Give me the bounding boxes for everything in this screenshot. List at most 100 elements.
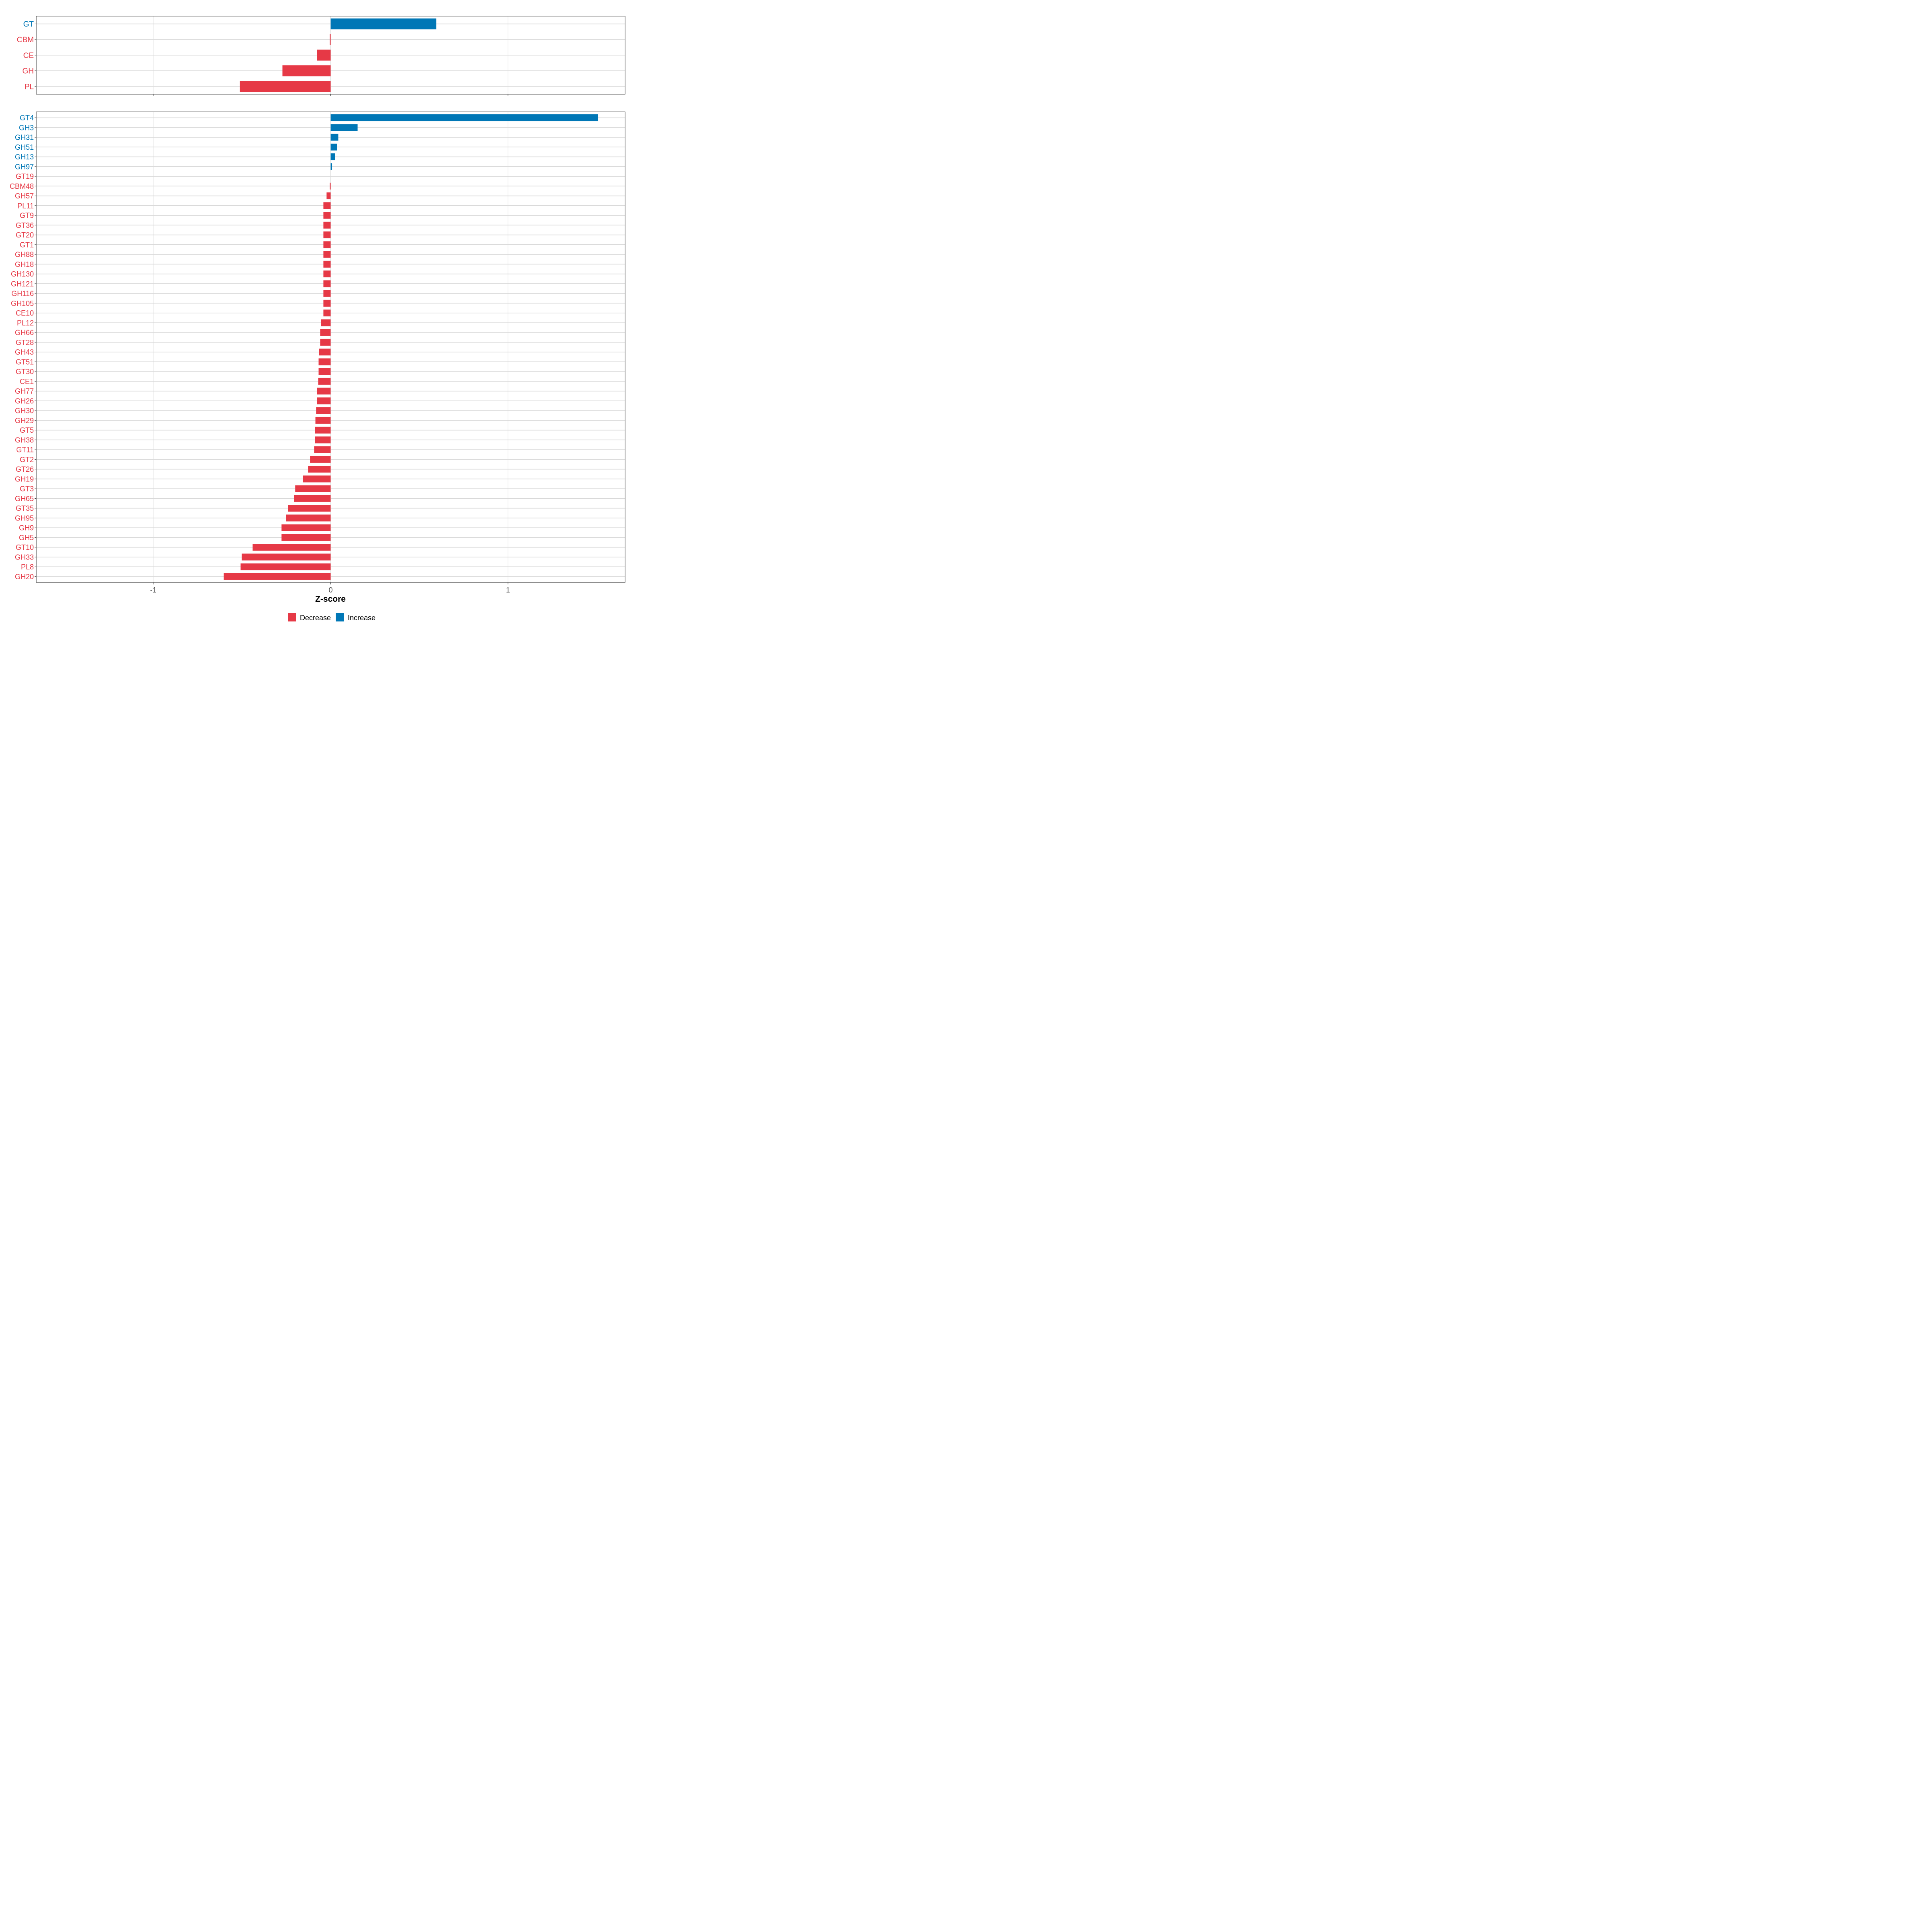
bar-gh38 — [315, 436, 331, 444]
y-tick-label: PL8 — [21, 563, 34, 571]
bar-gt28 — [320, 339, 331, 346]
legend-swatch-decrease — [288, 613, 296, 621]
y-tick-label: GH105 — [11, 299, 34, 308]
bar-gh105 — [323, 299, 331, 307]
bar-gt9 — [323, 212, 331, 219]
y-tick-label: GH65 — [15, 495, 34, 503]
bar-gh121 — [323, 280, 331, 287]
bar-gt — [330, 18, 437, 29]
bar-pl — [239, 81, 331, 92]
y-tick-label: GH77 — [15, 387, 34, 395]
bar-gh13 — [330, 153, 335, 161]
bar-gt51 — [318, 358, 331, 365]
y-tick-label: GT — [23, 20, 34, 29]
y-tick-label: GT2 — [20, 456, 34, 464]
legend-label-increase: Increase — [348, 614, 376, 622]
y-tick-label: GH — [23, 67, 34, 76]
bar-gt5 — [315, 427, 331, 434]
y-tick-label: GH66 — [15, 329, 34, 337]
y-tick-label: PL11 — [17, 202, 34, 210]
y-tick-label: GH29 — [15, 417, 34, 425]
y-tick-label: GH95 — [15, 514, 34, 522]
x-tick-label: -1 — [150, 586, 157, 594]
y-tick-label: GT10 — [16, 543, 34, 551]
bar-gh18 — [323, 260, 331, 268]
y-tick-label: GH38 — [15, 436, 34, 444]
bar-gt10 — [252, 544, 331, 551]
y-tick-label: GH30 — [15, 407, 34, 415]
y-tick-label: GT30 — [16, 368, 34, 376]
y-tick-label: GH19 — [15, 475, 34, 483]
bar-gh130 — [323, 270, 331, 278]
y-tick-label: GH43 — [15, 348, 34, 356]
bar-gh43 — [319, 349, 331, 356]
y-tick-label: CBM48 — [10, 182, 34, 190]
x-tick-label: 1 — [506, 586, 510, 594]
bar-gt20 — [323, 231, 331, 239]
y-tick-label: GH18 — [15, 260, 34, 268]
bar-gh116 — [323, 290, 331, 297]
x-tick-label: 0 — [328, 586, 332, 594]
y-tick-label: CE — [23, 52, 34, 60]
bar-pl12 — [321, 319, 331, 326]
y-tick-label: CE1 — [20, 378, 34, 386]
y-tick-label: GT20 — [16, 231, 34, 239]
bar-gh65 — [294, 495, 331, 502]
bar-gh95 — [286, 514, 331, 522]
y-tick-label: GT19 — [16, 173, 34, 181]
legend-label-decrease: Decrease — [300, 614, 331, 622]
y-tick-label: GH88 — [15, 251, 34, 259]
bar-gh51 — [330, 143, 337, 151]
y-tick-label: GH26 — [15, 397, 34, 405]
bar-gh33 — [242, 553, 331, 561]
y-tick-label: GH130 — [11, 270, 34, 278]
y-tick-label: GT51 — [16, 358, 34, 366]
y-tick-label: GT11 — [16, 446, 34, 454]
bar-ce — [317, 50, 331, 61]
bar-gh66 — [320, 329, 331, 336]
y-tick-label: CE10 — [16, 309, 34, 317]
bar-gt3 — [295, 485, 331, 492]
bar-gt11 — [314, 446, 331, 453]
y-tick-label: GT35 — [16, 504, 34, 512]
y-tick-label: GT1 — [20, 241, 34, 249]
y-tick-label: GH33 — [15, 553, 34, 561]
bar-gh30 — [316, 407, 331, 414]
bar-gh31 — [330, 134, 339, 141]
y-tick-label: GT28 — [16, 339, 34, 347]
bar-gt26 — [308, 466, 331, 473]
y-tick-label: GT36 — [16, 221, 34, 229]
y-tick-label: GH116 — [11, 290, 34, 298]
bar-gh77 — [317, 388, 331, 395]
bar-gh29 — [315, 417, 331, 424]
bar-gh88 — [323, 251, 331, 258]
y-tick-label: GT4 — [20, 114, 34, 122]
y-tick-label: GH9 — [19, 524, 34, 532]
y-tick-label: GH121 — [11, 280, 34, 288]
y-tick-label: GT5 — [20, 426, 34, 434]
y-tick-label: GH20 — [15, 573, 34, 581]
y-tick-label: GT9 — [20, 212, 34, 220]
y-tick-label: GH5 — [19, 534, 34, 542]
y-tick-label: PL12 — [17, 319, 34, 327]
bar-gh20 — [223, 573, 331, 580]
y-tick-label: GH31 — [15, 134, 34, 142]
legend-swatch-increase — [336, 613, 344, 621]
bar-gh5 — [281, 534, 331, 541]
bar-gh97 — [330, 163, 332, 170]
y-tick-label: GH97 — [15, 163, 34, 171]
legend: Decrease Increase — [288, 613, 376, 622]
bar-gh26 — [317, 397, 331, 405]
zscore-bar-chart: GTCBMCEGHPLGT4GH3GH31GH51GH13GH97GT19CBM… — [10, 16, 625, 622]
bar-gh19 — [303, 475, 331, 483]
bar-gt1 — [323, 241, 331, 248]
y-tick-label: GH3 — [19, 124, 34, 132]
y-tick-label: PL — [25, 83, 34, 91]
bar-gt4 — [330, 114, 599, 122]
bar-gt36 — [323, 221, 331, 229]
bar-gt35 — [288, 505, 331, 512]
y-tick-label: GH13 — [15, 153, 34, 161]
bar-ce10 — [323, 310, 331, 317]
bar-gh9 — [281, 524, 331, 531]
bar-gh — [282, 65, 331, 76]
